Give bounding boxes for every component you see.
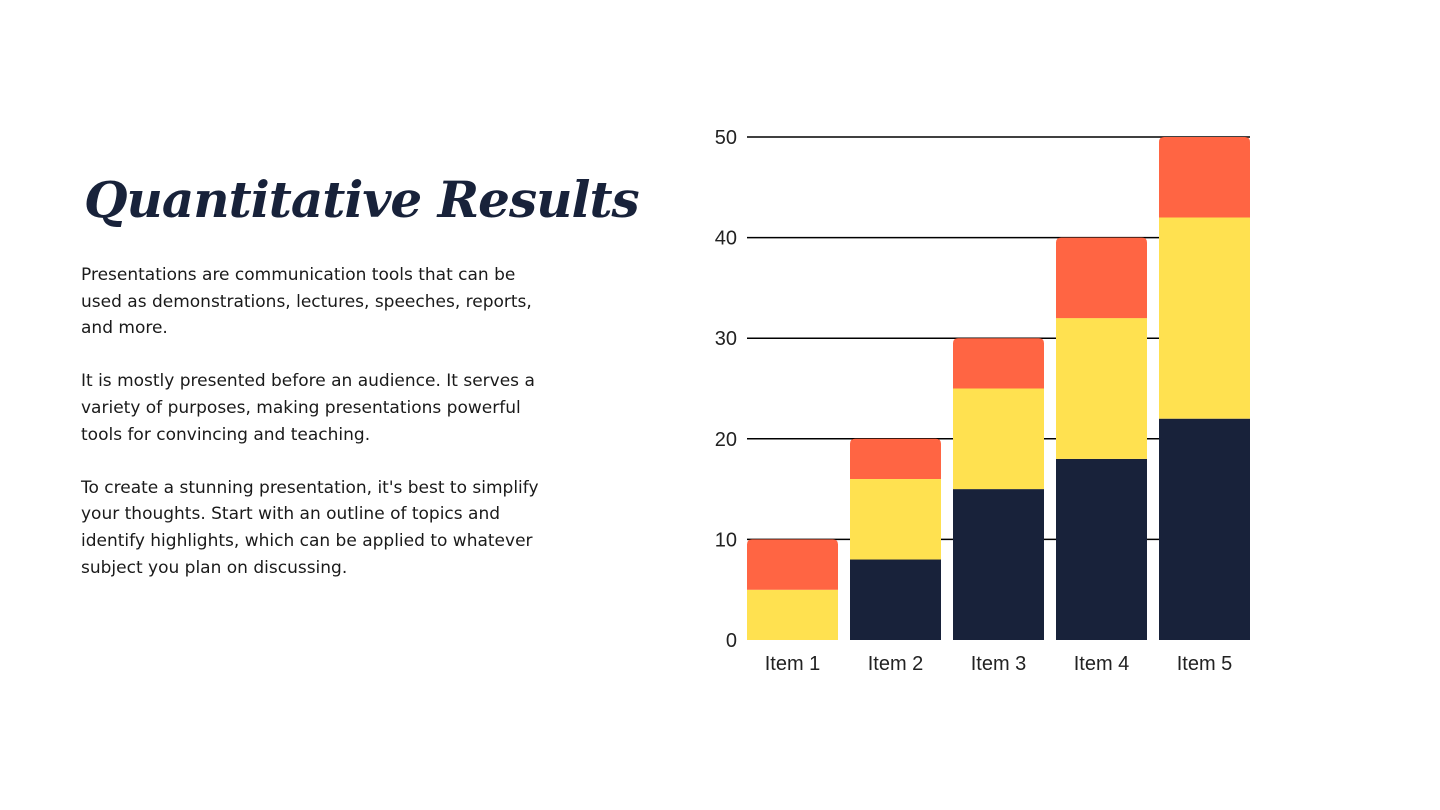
bar-segment-item-3-series-3 — [953, 338, 1044, 389]
x-category-label: Item 5 — [1177, 653, 1233, 675]
bar-segment-item-4-series-3 — [1056, 237, 1147, 319]
bar-segment-item-4-series-2 — [1056, 318, 1147, 459]
y-axis-tick-labels: 0 10 20 30 40 50 — [715, 127, 737, 652]
slide-title: Quantitative Results — [84, 170, 640, 229]
paragraph-1: Presentations are communication tools th… — [81, 265, 532, 339]
y-tick-label: 40 — [715, 228, 737, 250]
y-tick-label: 0 — [726, 630, 737, 652]
bar-segment-item-2-series-3 — [850, 438, 941, 480]
bar-segment-item-4-series-1 — [1056, 458, 1147, 640]
bars — [747, 137, 1250, 640]
bar-segment-item-5-series-2 — [1159, 217, 1250, 419]
body-text: Presentations are communication tools th… — [81, 262, 561, 608]
paragraph-2: It is mostly presented before an audienc… — [81, 371, 535, 445]
bar-segment-item-1-series-3 — [747, 539, 838, 590]
x-category-label: Item 3 — [971, 653, 1027, 675]
x-axis-category-labels: Item 1 Item 2 Item 3 Item 4 Item 5 — [765, 653, 1233, 675]
bar-segment-item-3-series-1 — [953, 489, 1044, 640]
x-category-label: Item 1 — [765, 653, 821, 675]
bar-segment-item-2-series-1 — [850, 559, 941, 640]
y-tick-label: 10 — [715, 529, 737, 551]
bar-segment-item-3-series-2 — [953, 388, 1044, 490]
bar-segment-item-5-series-1 — [1159, 418, 1250, 640]
bar-segment-item-5-series-3 — [1159, 137, 1250, 218]
y-tick-label: 50 — [715, 127, 737, 149]
bar-segment-item-2-series-2 — [850, 479, 941, 560]
paragraph-3: To create a stunning presentation, it's … — [81, 477, 539, 578]
x-category-label: Item 2 — [868, 653, 924, 675]
bar-segment-item-1-series-2 — [747, 589, 838, 640]
x-category-label: Item 4 — [1074, 653, 1130, 675]
y-tick-label: 30 — [715, 328, 737, 350]
y-tick-label: 20 — [715, 429, 737, 451]
